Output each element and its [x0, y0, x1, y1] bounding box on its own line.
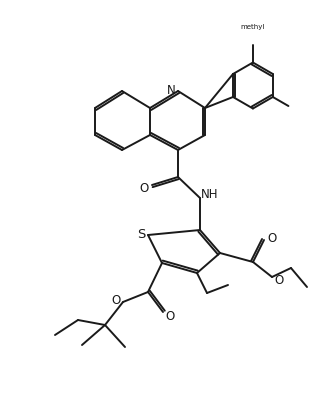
Text: O: O	[165, 310, 175, 323]
Text: O: O	[111, 294, 121, 307]
Text: O: O	[140, 182, 148, 195]
Text: N: N	[167, 84, 175, 97]
Text: O: O	[268, 232, 276, 245]
Text: methyl: methyl	[241, 24, 265, 30]
Text: NH: NH	[201, 187, 219, 200]
Text: O: O	[274, 273, 284, 286]
Text: S: S	[137, 228, 145, 241]
